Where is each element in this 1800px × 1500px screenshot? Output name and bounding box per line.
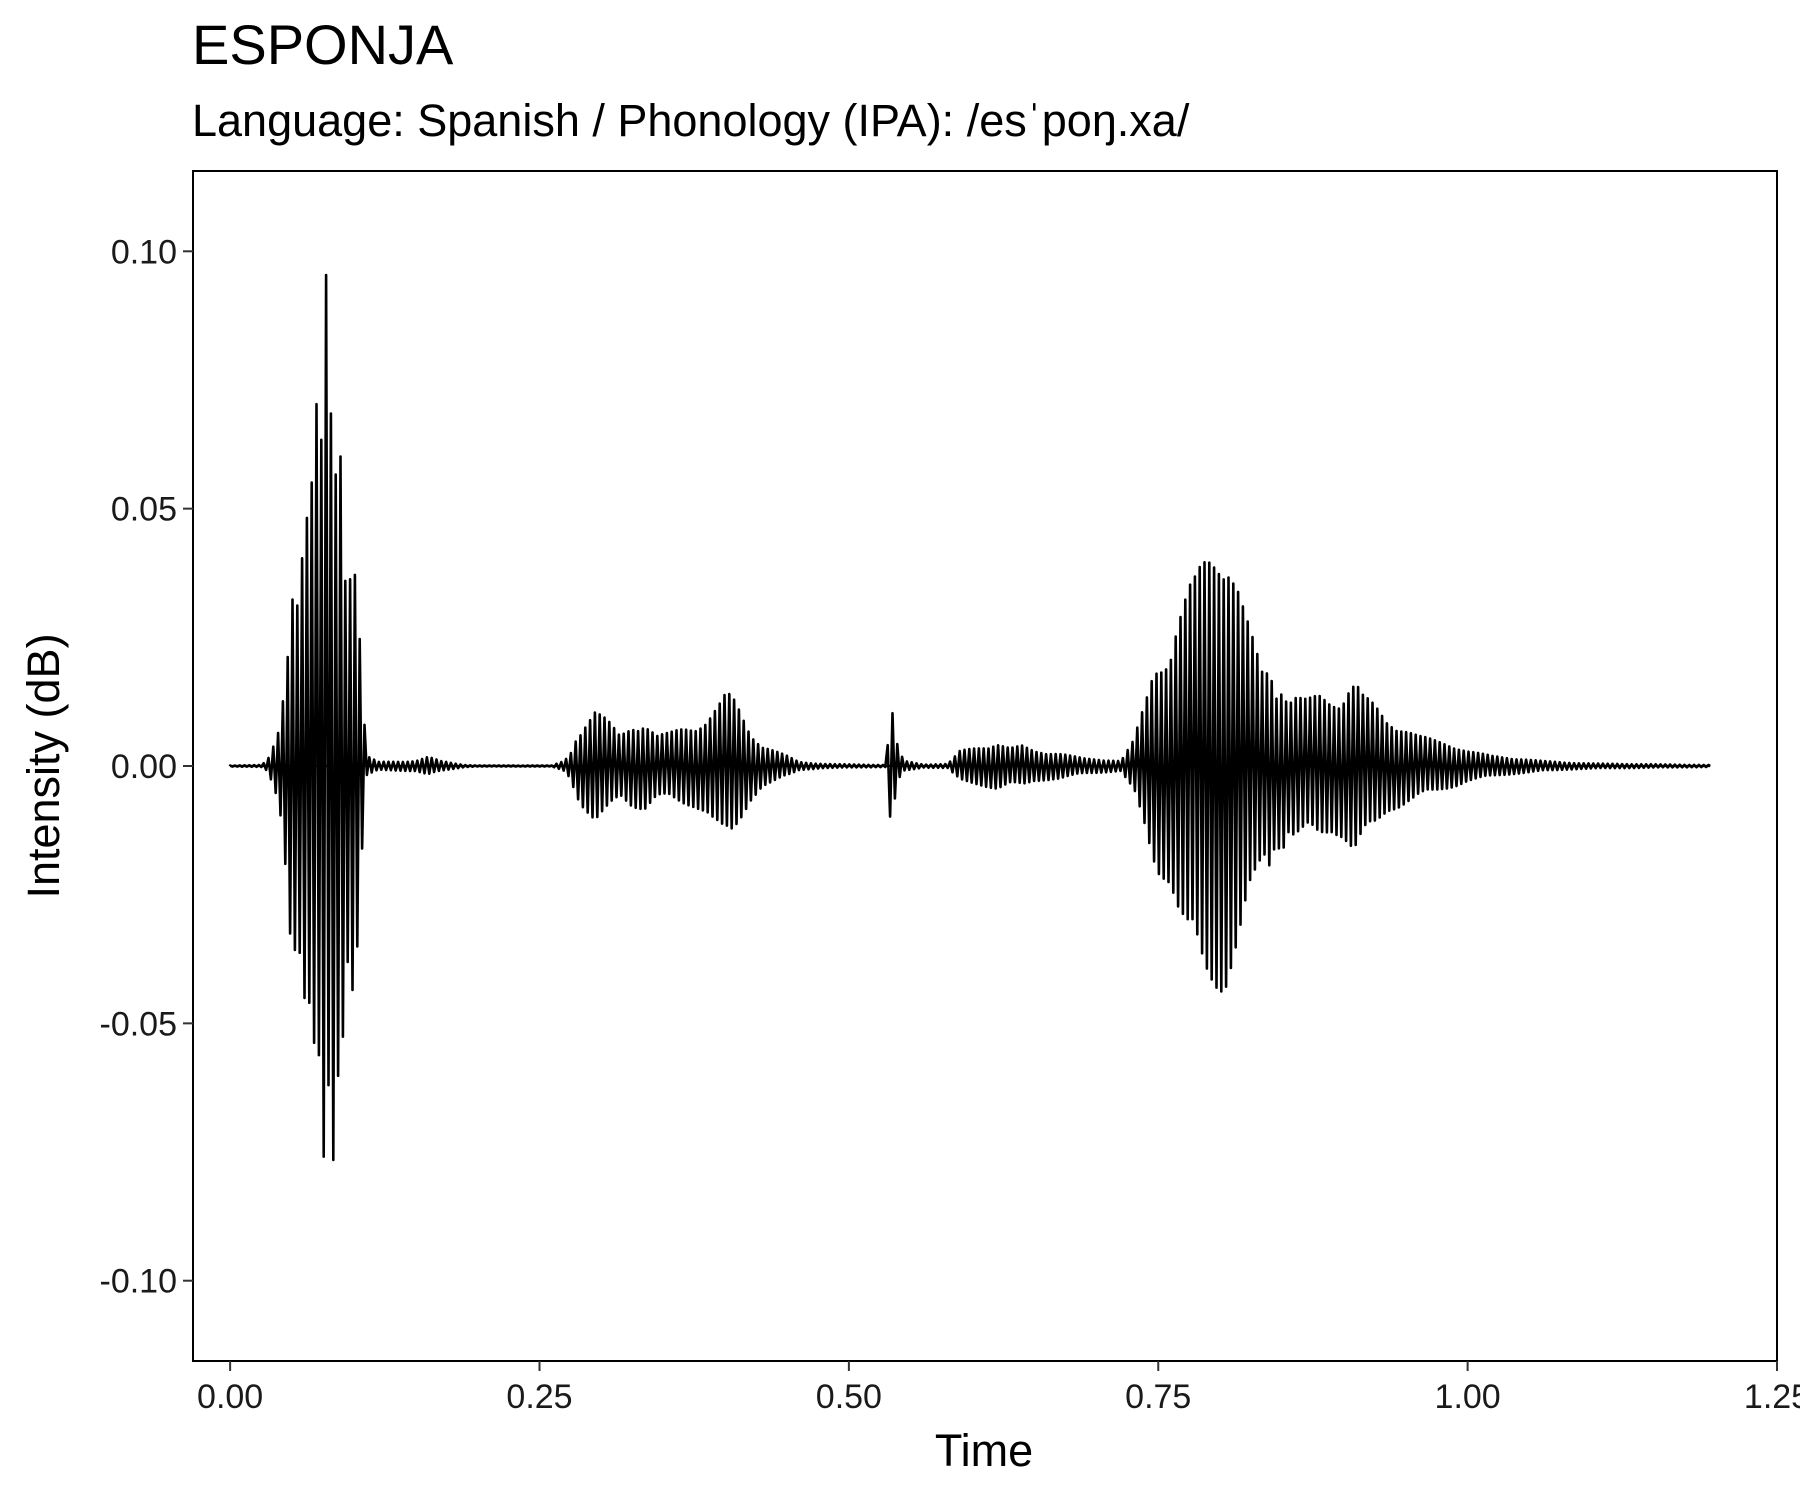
y-tick-label: -0.05 [100, 1005, 178, 1043]
x-tick-label: 1.25 [1744, 1378, 1800, 1416]
y-axis-title: Intensity (dB) [18, 633, 69, 898]
y-tick-label: 0.00 [111, 748, 177, 786]
y-tick-label: -0.10 [100, 1263, 178, 1301]
y-tick-label: 0.10 [111, 233, 177, 271]
x-axis: 0.00 0.25 0.50 0.75 1.00 1.25 [197, 1361, 1800, 1416]
y-axis: 0.10 0.05 0.00 -0.05 -0.10 [100, 233, 193, 1301]
y-tick-label: 0.05 [111, 491, 177, 529]
chart-subtitle: Language: Spanish / Phonology (IPA): /es… [192, 95, 1190, 146]
chart-title: ESPONJA [192, 13, 454, 76]
x-axis-title: Time [935, 1425, 1033, 1476]
x-tick-label: 0.75 [1125, 1378, 1191, 1416]
x-tick-label: 1.00 [1435, 1378, 1501, 1416]
x-tick-label: 0.25 [506, 1378, 572, 1416]
waveform-series [228, 273, 1711, 1162]
waveform-line [228, 273, 1711, 1162]
x-tick-label: 0.00 [197, 1378, 263, 1416]
x-tick-label: 0.50 [816, 1378, 882, 1416]
